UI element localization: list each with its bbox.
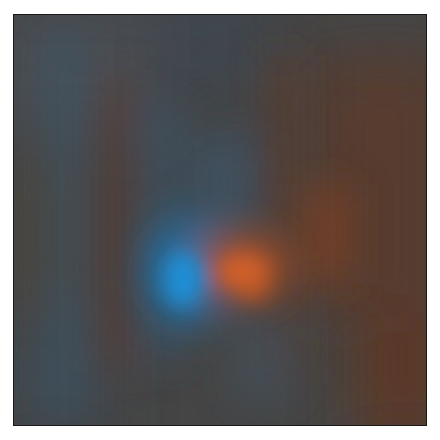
- center-peaks: [163, 250, 269, 307]
- streak-layer: [43, 34, 353, 414]
- image-frame: [13, 14, 427, 426]
- blurred-field-image: [14, 15, 426, 425]
